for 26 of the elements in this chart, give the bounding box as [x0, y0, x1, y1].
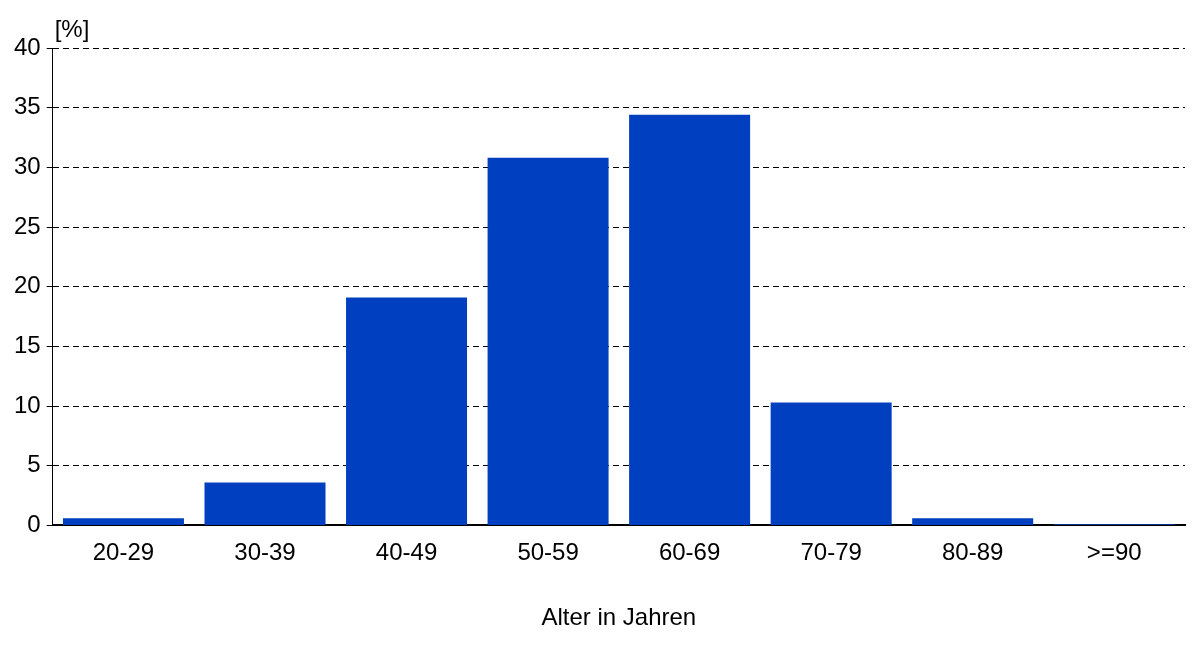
x-tick-label: 70-79: [800, 538, 862, 566]
y-axis-title: [%]: [54, 14, 90, 42]
y-tick-label: 15: [13, 331, 41, 358]
y-tick-label: 20: [13, 271, 41, 299]
y-tick-label: 10: [13, 390, 41, 418]
bar: [487, 157, 609, 525]
x-tick-label: 40-49: [375, 538, 438, 566]
bar: [629, 114, 751, 525]
y-tick-label: 35: [13, 92, 41, 120]
x-tick-label: 80-89: [942, 538, 1004, 566]
y-tick-label: 40: [13, 32, 41, 60]
x-axis-title: Alter in Jahren: [541, 603, 697, 631]
y-tick-label: 5: [27, 450, 41, 478]
x-tick-label: 60-69: [658, 538, 721, 566]
bar: [912, 518, 1034, 525]
bar: [204, 482, 326, 525]
y-tick-label: 0: [27, 510, 41, 538]
x-tick-label: 30-39: [234, 538, 296, 566]
bar: [62, 518, 184, 525]
x-tick-label: 50-59: [517, 538, 579, 566]
x-tick-label: >=90: [1086, 538, 1142, 566]
bar: [346, 297, 468, 525]
y-tick-label: 25: [13, 211, 41, 239]
x-tick-label: 20-29: [92, 538, 155, 566]
bar: [770, 402, 892, 525]
y-tick-label: 30: [13, 151, 41, 179]
